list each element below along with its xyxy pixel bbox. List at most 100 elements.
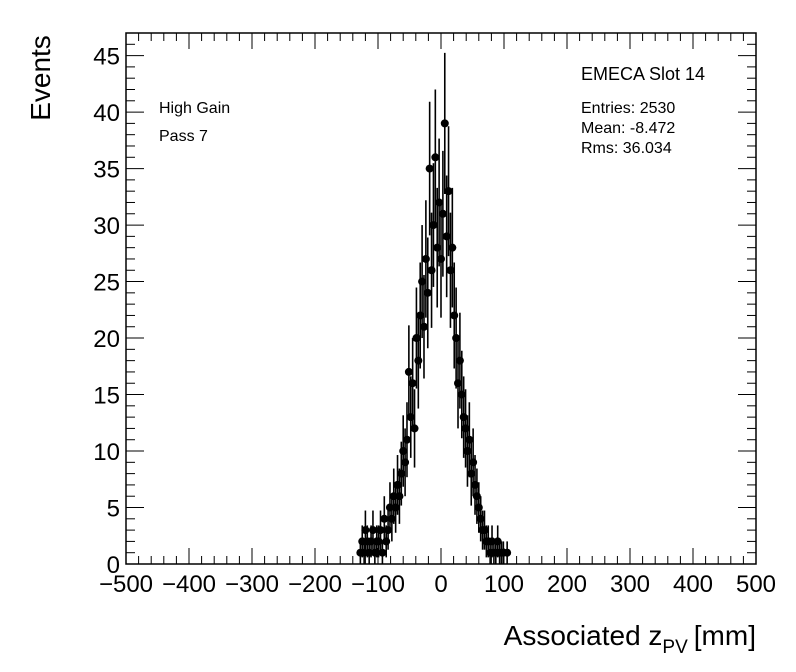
x-axis-title-main: Associated z [504, 620, 663, 651]
point-marker [455, 356, 464, 365]
point-marker [438, 209, 447, 218]
data-point [380, 496, 389, 542]
data-point [503, 541, 512, 564]
data-point [437, 200, 445, 318]
x-tick-label: 400 [673, 571, 713, 598]
y-tick-label: 30 [93, 213, 120, 240]
point-marker [446, 266, 455, 275]
point-marker [414, 356, 423, 365]
point-marker [408, 379, 417, 388]
data-point [438, 150, 447, 277]
y-tick-label: 0 [107, 552, 120, 579]
point-marker [452, 334, 461, 343]
data-point [387, 496, 396, 542]
x-tick-label: −400 [162, 571, 216, 598]
point-marker [476, 514, 485, 523]
stats-title: EMECA Slot 14 [581, 64, 705, 84]
point-marker [410, 424, 419, 433]
point-marker [401, 458, 410, 467]
y-axis-title: Events [25, 35, 56, 121]
data-point [412, 287, 421, 389]
point-marker [471, 480, 480, 489]
data-point [427, 212, 436, 328]
x-tick-label: −300 [225, 571, 279, 598]
data-point [404, 325, 413, 419]
point-marker [419, 322, 428, 331]
data-point [368, 510, 377, 550]
point-marker [399, 447, 408, 456]
point-marker [480, 526, 489, 535]
y-tick-label: 35 [93, 157, 120, 184]
stats-mean: Mean: -8.472 [581, 120, 675, 137]
annotation-high-gain: High Gain [159, 100, 230, 117]
data-points [356, 52, 512, 564]
point-marker [469, 458, 478, 467]
data-point [402, 402, 411, 478]
point-marker [454, 379, 463, 388]
point-marker [416, 311, 425, 320]
point-marker [370, 548, 379, 557]
point-marker [463, 447, 472, 456]
y-tick-label: 20 [93, 326, 120, 353]
point-marker [448, 243, 457, 252]
point-marker [467, 469, 476, 478]
point-marker [440, 119, 449, 128]
axis-ticks [125, 33, 757, 565]
point-marker [444, 187, 453, 196]
data-point [425, 101, 434, 236]
point-marker [382, 537, 391, 546]
point-marker [387, 514, 396, 523]
data-point [448, 187, 457, 308]
point-marker [412, 334, 421, 343]
point-marker [393, 480, 402, 489]
y-tick-label: 15 [93, 383, 120, 410]
x-tick-label: −100 [351, 571, 405, 598]
x-tick-label: 500 [736, 571, 776, 598]
y-tick-label: 45 [93, 44, 120, 71]
point-marker [474, 503, 483, 512]
y-tick-label: 10 [93, 439, 120, 466]
x-tick-label: 200 [547, 571, 587, 598]
point-marker [380, 514, 389, 523]
x-tick-label: −500 [99, 571, 153, 598]
point-marker [459, 413, 468, 422]
x-axis-title-subscript: PV [662, 637, 688, 658]
data-point [421, 200, 430, 318]
point-marker [402, 435, 411, 444]
x-axis-title-unit: [mm] [694, 620, 756, 651]
y-tick-label: 25 [93, 270, 120, 297]
point-marker [503, 548, 512, 557]
x-tick-label: 300 [610, 571, 650, 598]
x-tick-label: 100 [484, 571, 524, 598]
point-marker [376, 526, 385, 535]
data-point [474, 482, 483, 533]
data-point [440, 52, 449, 194]
data-point [423, 237, 432, 349]
y-tick-labels: 0 5 10 15 20 25 30 35 40 45 [93, 44, 120, 579]
data-point [418, 225, 427, 339]
y-tick-label: 5 [107, 496, 120, 523]
point-marker [421, 254, 430, 263]
point-marker [472, 492, 481, 501]
point-marker [368, 526, 377, 535]
point-marker [427, 266, 436, 275]
point-marker [406, 413, 415, 422]
point-marker [465, 435, 474, 444]
x-tick-labels: −500 −400 −300 −200 −100 0 100 200 300 400 500 [99, 571, 776, 598]
data-point [452, 287, 461, 389]
point-marker [361, 526, 370, 535]
point-marker [378, 548, 387, 557]
stats-entries: Entries: 2530 [581, 100, 675, 117]
data-point [378, 541, 387, 564]
data-point [410, 389, 419, 468]
point-marker [431, 153, 440, 162]
point-marker [391, 503, 400, 512]
point-marker [429, 221, 438, 230]
data-point [406, 376, 415, 458]
point-marker [493, 537, 502, 546]
data-point [459, 376, 468, 458]
point-marker [442, 232, 451, 241]
point-marker [461, 424, 470, 433]
point-marker [425, 164, 434, 173]
